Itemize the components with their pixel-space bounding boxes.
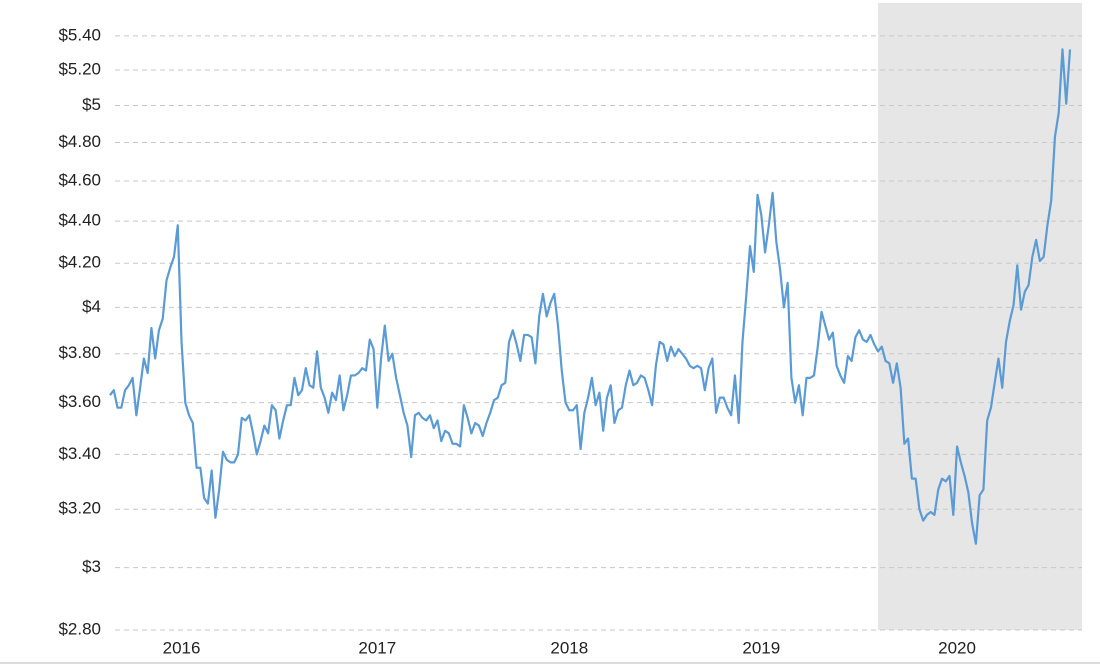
- x-tick-label: 2019: [742, 638, 780, 657]
- y-tick-label: $3: [82, 557, 101, 576]
- y-tick-label: $2.80: [58, 619, 101, 638]
- x-tick-label: 2020: [938, 638, 976, 657]
- shaded-region: [878, 3, 1082, 630]
- x-tick-label: 2017: [358, 638, 396, 657]
- y-tick-label: $5.40: [58, 25, 101, 44]
- y-tick-label: $4: [82, 297, 101, 316]
- y-tick-label: $4.40: [58, 211, 101, 230]
- y-tick-label: $4.60: [58, 170, 101, 189]
- y-tick-label: $5.20: [58, 60, 101, 79]
- y-tick-label: $3.80: [58, 343, 101, 362]
- y-tick-label: $3.40: [58, 444, 101, 463]
- y-tick-label: $3.60: [58, 392, 101, 411]
- y-tick-label: $5: [82, 95, 101, 114]
- data-line: [109, 48, 1072, 545]
- y-tick-label: $4.80: [58, 132, 101, 151]
- y-tick-label: $4.20: [58, 253, 101, 272]
- y-tick-label: $3.20: [58, 499, 101, 518]
- x-tick-label: 2018: [550, 638, 588, 657]
- x-tick-label: 2016: [163, 638, 201, 657]
